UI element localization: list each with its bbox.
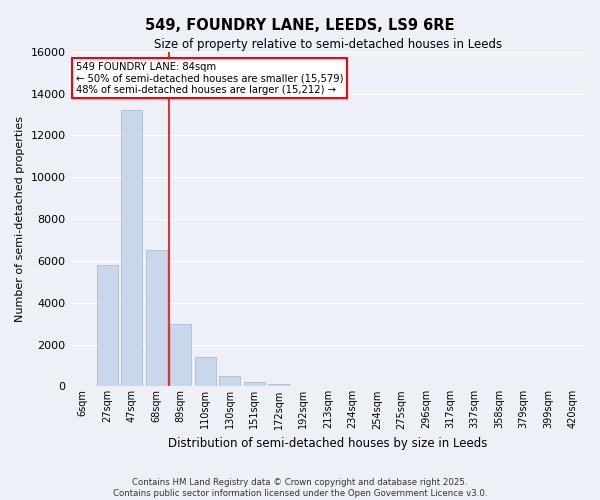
- X-axis label: Distribution of semi-detached houses by size in Leeds: Distribution of semi-detached houses by …: [168, 437, 487, 450]
- Text: 549, FOUNDRY LANE, LEEDS, LS9 6RE: 549, FOUNDRY LANE, LEEDS, LS9 6RE: [145, 18, 455, 32]
- Bar: [146, 250, 167, 386]
- Bar: [268, 384, 289, 386]
- Bar: [97, 265, 118, 386]
- Bar: [170, 324, 191, 386]
- Text: 549 FOUNDRY LANE: 84sqm
← 50% of semi-detached houses are smaller (15,579)
48% o: 549 FOUNDRY LANE: 84sqm ← 50% of semi-de…: [76, 62, 343, 95]
- Y-axis label: Number of semi-detached properties: Number of semi-detached properties: [15, 116, 25, 322]
- Bar: [220, 376, 240, 386]
- Bar: [195, 357, 215, 386]
- Bar: [244, 382, 265, 386]
- Title: Size of property relative to semi-detached houses in Leeds: Size of property relative to semi-detach…: [154, 38, 502, 51]
- Bar: [121, 110, 142, 386]
- Text: Contains HM Land Registry data © Crown copyright and database right 2025.
Contai: Contains HM Land Registry data © Crown c…: [113, 478, 487, 498]
